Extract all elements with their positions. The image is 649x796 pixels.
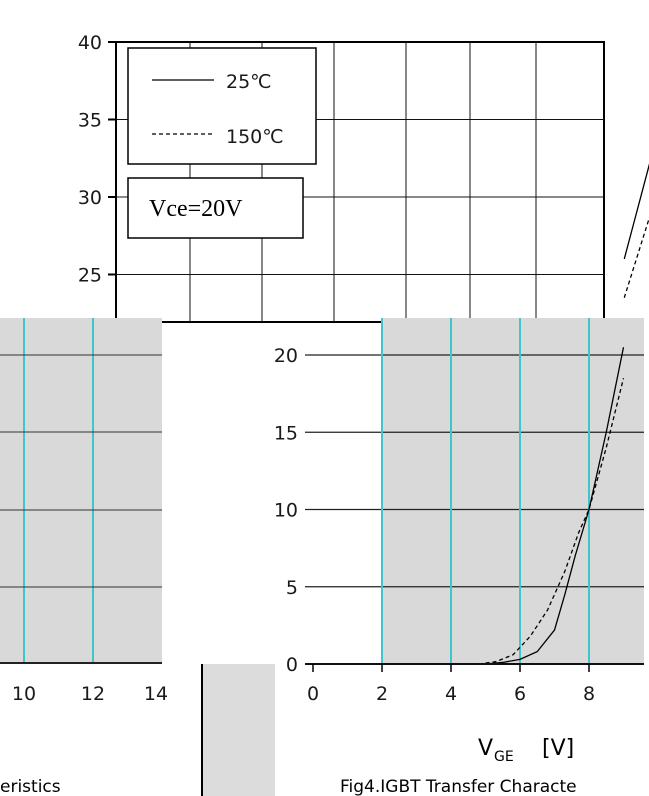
upper-y-tick-labels: 25 30 35 40	[78, 32, 116, 287]
upper-y-tick-label: 30	[78, 187, 102, 209]
upper-series-150c	[624, 27, 649, 298]
lower-x-tick-label: 8	[583, 683, 595, 705]
x-axis-label-main: V	[478, 736, 493, 761]
left-x-tick-labels: 10 12 14	[12, 683, 168, 705]
lower-x-tick-label: 0	[307, 683, 319, 705]
lower-series-150c	[478, 378, 625, 665]
caption-left: eristics	[0, 777, 61, 796]
upper-chart: 25 30 35 40 25℃ 150℃ Vce=20V	[78, 27, 649, 323]
upper-y-tick-label: 35	[78, 110, 102, 132]
upper-y-tick-label: 40	[78, 32, 102, 54]
left-x-tick-label: 12	[81, 683, 105, 705]
legend-label-25c: 25℃	[226, 71, 272, 93]
lower-y-tick-label: 0	[286, 654, 298, 676]
lower-series-lines	[478, 347, 625, 665]
lower-y-tick-label: 15	[274, 422, 298, 444]
upper-series-lines	[624, 27, 649, 298]
left-overlay-patch: 10 12 14	[0, 318, 168, 705]
bottom-gap-strip	[202, 664, 275, 796]
caption-right: Fig4.IGBT Transfer Characte	[340, 777, 577, 796]
lower-x-tick-label: 6	[514, 683, 526, 705]
x-axis-label-unit: [V]	[542, 736, 574, 761]
lower-overlay-bg	[382, 318, 644, 663]
condition-label: Vce=20V	[149, 196, 243, 222]
lower-chart: 0 5 10 15 20 0 2 4 6 8	[274, 318, 644, 705]
condition-box	[127, 177, 304, 239]
x-axis-title: V GE [V]	[478, 736, 574, 765]
lower-y-tick-label: 5	[286, 577, 298, 599]
left-overlay-bg	[0, 318, 162, 663]
lower-y-tick-labels: 0 5 10 15 20	[274, 345, 298, 676]
lower-x-tick-label: 2	[376, 683, 388, 705]
lower-y-tick-label: 20	[274, 345, 298, 367]
left-x-tick-label: 10	[12, 683, 36, 705]
left-x-tick-label: 14	[144, 683, 168, 705]
lower-y-tick-label: 10	[274, 500, 298, 522]
upper-series-25c	[624, 27, 649, 260]
lower-series-25c	[485, 347, 625, 665]
x-axis-label-sub: GE	[494, 749, 514, 765]
lower-x-tick-labels: 0 2 4 6 8	[307, 664, 595, 705]
lower-gridlines	[305, 318, 644, 664]
legend-label-150c: 150℃	[226, 126, 284, 148]
lower-x-tick-label: 4	[445, 683, 457, 705]
upper-y-tick-label: 25	[78, 265, 102, 287]
legend-box	[127, 47, 317, 165]
